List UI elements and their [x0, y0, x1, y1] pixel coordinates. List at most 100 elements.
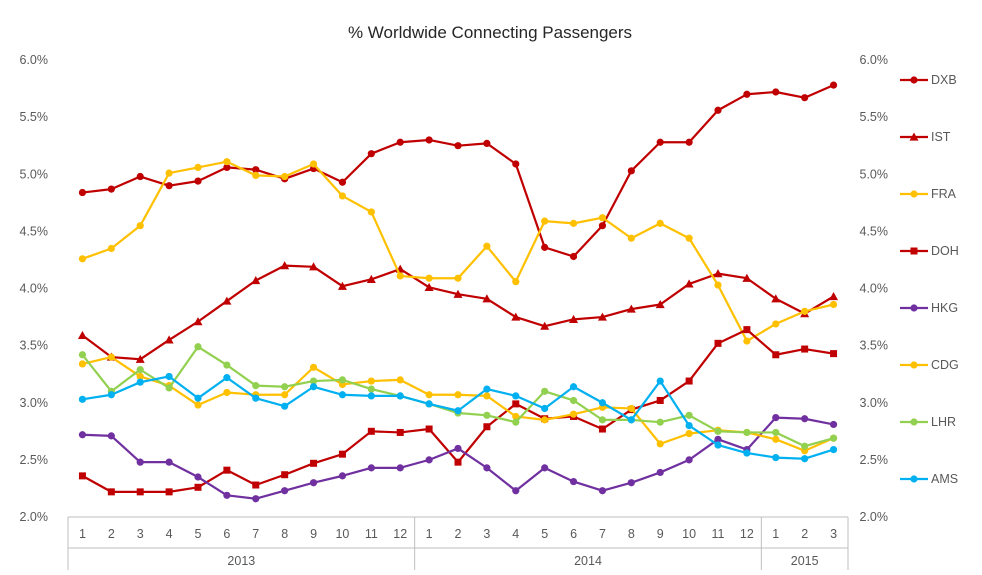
data-point	[655, 299, 665, 309]
data-point	[656, 468, 664, 477]
data-point	[685, 138, 693, 146]
data-point	[512, 400, 520, 408]
data-point	[454, 444, 462, 453]
data-point	[541, 404, 549, 413]
data-point	[252, 394, 260, 402]
data-point	[136, 222, 144, 230]
data-point	[512, 487, 520, 495]
data-point	[251, 276, 261, 285]
y-tick-label-right: 2.0%	[860, 510, 889, 524]
data-point	[136, 378, 144, 386]
series-ist	[77, 261, 839, 363]
data-point	[338, 376, 347, 384]
data-point	[714, 106, 722, 114]
data-point	[483, 464, 491, 472]
data-point	[801, 94, 809, 102]
data-point	[627, 167, 635, 175]
data-point	[136, 458, 144, 466]
series-cdg	[78, 353, 838, 455]
data-point	[454, 142, 462, 150]
data-point	[483, 139, 491, 148]
series-hkg	[78, 414, 838, 503]
data-point	[367, 377, 375, 385]
data-point	[136, 372, 144, 381]
data-point	[367, 385, 375, 393]
y-tick-label-right: 2.5%	[860, 453, 889, 467]
data-point	[396, 272, 404, 280]
data-point	[685, 422, 693, 430]
data-point	[569, 314, 579, 323]
data-point	[714, 281, 722, 289]
data-point	[338, 178, 347, 186]
data-point	[684, 279, 694, 288]
data-point	[511, 312, 521, 321]
y-tick-label-right: 5.5%	[860, 110, 889, 124]
data-point	[772, 435, 780, 443]
data-point	[598, 416, 607, 424]
year-group-label: 2015	[791, 554, 819, 568]
data-point	[194, 177, 202, 185]
data-point	[656, 219, 664, 227]
data-point	[338, 192, 347, 200]
data-point	[396, 376, 404, 384]
data-point	[194, 343, 202, 351]
data-point	[367, 150, 375, 158]
data-point	[281, 471, 289, 479]
legend-label: FRA	[931, 187, 957, 201]
data-point	[627, 479, 635, 487]
data-point	[772, 453, 780, 462]
data-point	[194, 473, 202, 481]
legend-group: DXB IST FRA DOH HKG CDG LHR AMS	[900, 73, 959, 486]
data-point	[135, 354, 145, 363]
x-tick-label: 10	[335, 527, 349, 541]
data-point	[309, 479, 318, 487]
y-tick-label-right: 3.0%	[860, 396, 889, 410]
data-point	[338, 391, 347, 399]
data-point	[771, 294, 781, 303]
data-point	[194, 483, 202, 491]
data-point	[194, 394, 202, 402]
y-tick-label-right: 3.5%	[860, 339, 889, 353]
data-point	[165, 384, 173, 392]
x-tick-label: 1	[79, 527, 86, 541]
data-point	[396, 428, 404, 436]
x-tick-label: 10	[682, 527, 696, 541]
x-tick-label: 12	[393, 527, 407, 541]
legend-label: DXB	[931, 73, 957, 87]
data-point	[598, 425, 606, 433]
data-point	[714, 339, 722, 347]
y-tick-label-left: 3.5%	[20, 339, 49, 353]
x-tick-label: 4	[166, 527, 173, 541]
data-point	[193, 317, 203, 326]
x-tick-label: 3	[483, 527, 490, 541]
x-tick-label: 3	[137, 527, 144, 541]
data-point	[910, 418, 918, 426]
legend-label: HKG	[931, 301, 958, 315]
data-point	[78, 351, 87, 359]
data-point	[164, 335, 174, 344]
data-point	[801, 415, 809, 423]
data-point	[223, 491, 231, 499]
data-point	[656, 396, 664, 404]
data-point	[910, 190, 918, 198]
data-point	[281, 172, 289, 181]
y-tick-label-left: 4.0%	[20, 282, 49, 296]
data-point	[656, 440, 664, 448]
data-point	[656, 138, 664, 146]
data-point	[367, 464, 375, 472]
data-point	[136, 366, 144, 374]
x-tick-label: 4	[512, 527, 519, 541]
data-point	[136, 172, 144, 181]
data-point	[309, 363, 318, 371]
data-point	[541, 217, 549, 225]
axes-group: 2.0% 2.0% 2.5% 2.5% 3.0% 3.0% 3.5% 3.5% 4.0% 4.0%…	[20, 53, 889, 570]
x-tick-label: 5	[195, 527, 202, 541]
data-point	[396, 138, 404, 146]
data-point	[830, 350, 838, 358]
data-point	[165, 169, 173, 177]
data-point	[512, 418, 520, 426]
x-tick-label: 6	[223, 527, 230, 541]
data-point	[772, 88, 780, 96]
data-point	[454, 458, 462, 466]
